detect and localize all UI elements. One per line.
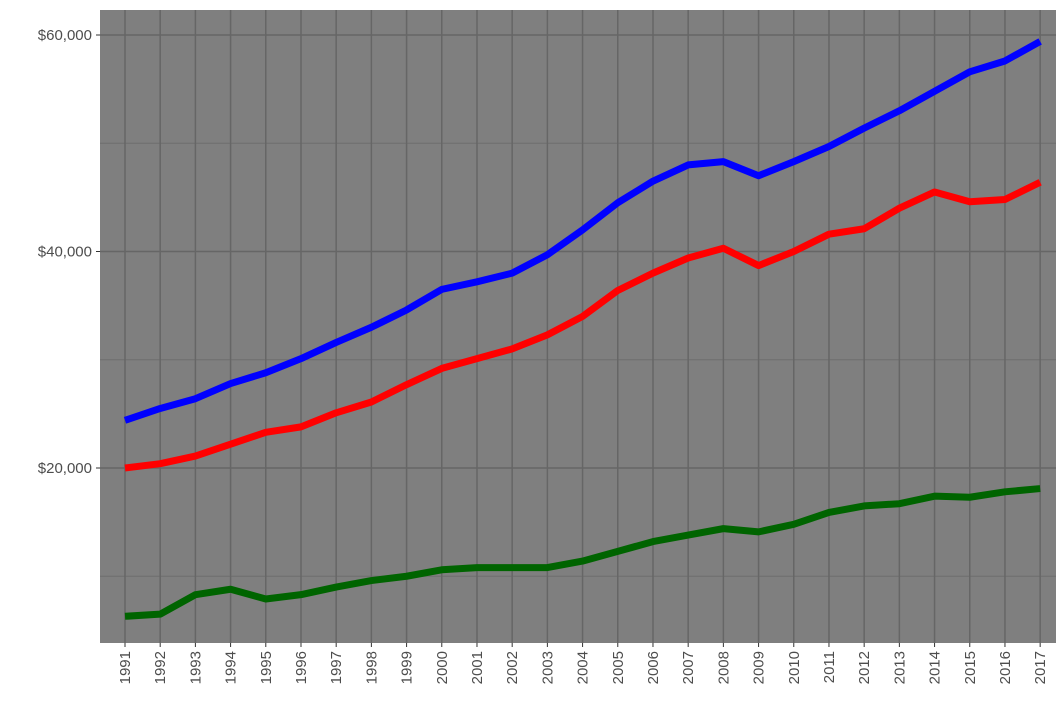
x-tick-label: 2009: [751, 651, 768, 684]
x-tick-label: 1992: [152, 651, 169, 684]
x-tick-label: 1993: [187, 651, 204, 684]
x-tick-label: 1997: [328, 651, 345, 684]
x-tick-label: 1991: [117, 651, 134, 684]
x-tick-label: 1994: [223, 651, 240, 684]
x-tick-label: 2010: [786, 651, 803, 684]
series-line: [124, 485, 1041, 620]
x-tick-label: 2003: [539, 651, 556, 684]
x-tick-label: 2008: [715, 651, 732, 684]
x-tick-label: 2001: [469, 651, 486, 684]
x-tick-label: 2007: [680, 651, 697, 684]
y-tick-label: $20,000: [38, 460, 92, 477]
x-tick-label: 2002: [504, 651, 521, 684]
series-line: [124, 179, 1042, 472]
x-tick-label: 2016: [997, 651, 1014, 684]
x-tick-label: 2014: [927, 651, 944, 684]
x-tick-label: 1996: [293, 651, 310, 684]
x-tick-label: 2005: [610, 651, 627, 684]
x-tick-label: 1999: [399, 651, 416, 684]
series-line: [123, 38, 1042, 424]
x-tick-label: 2013: [891, 651, 908, 684]
x-tick-label: 2004: [575, 651, 592, 684]
x-tick-label: 2012: [856, 651, 873, 684]
x-tick-label: 2000: [434, 651, 451, 684]
x-tick-label: 2011: [821, 651, 838, 683]
x-tick-label: 1995: [258, 651, 275, 684]
x-tick-label: 2015: [962, 651, 979, 684]
y-tick-label: $60,000: [38, 27, 92, 44]
x-tick-label: 2017: [1032, 651, 1049, 684]
y-tick-label: $40,000: [38, 243, 92, 260]
x-tick-label: 2006: [645, 651, 662, 684]
x-tick-label: 1998: [363, 651, 380, 684]
